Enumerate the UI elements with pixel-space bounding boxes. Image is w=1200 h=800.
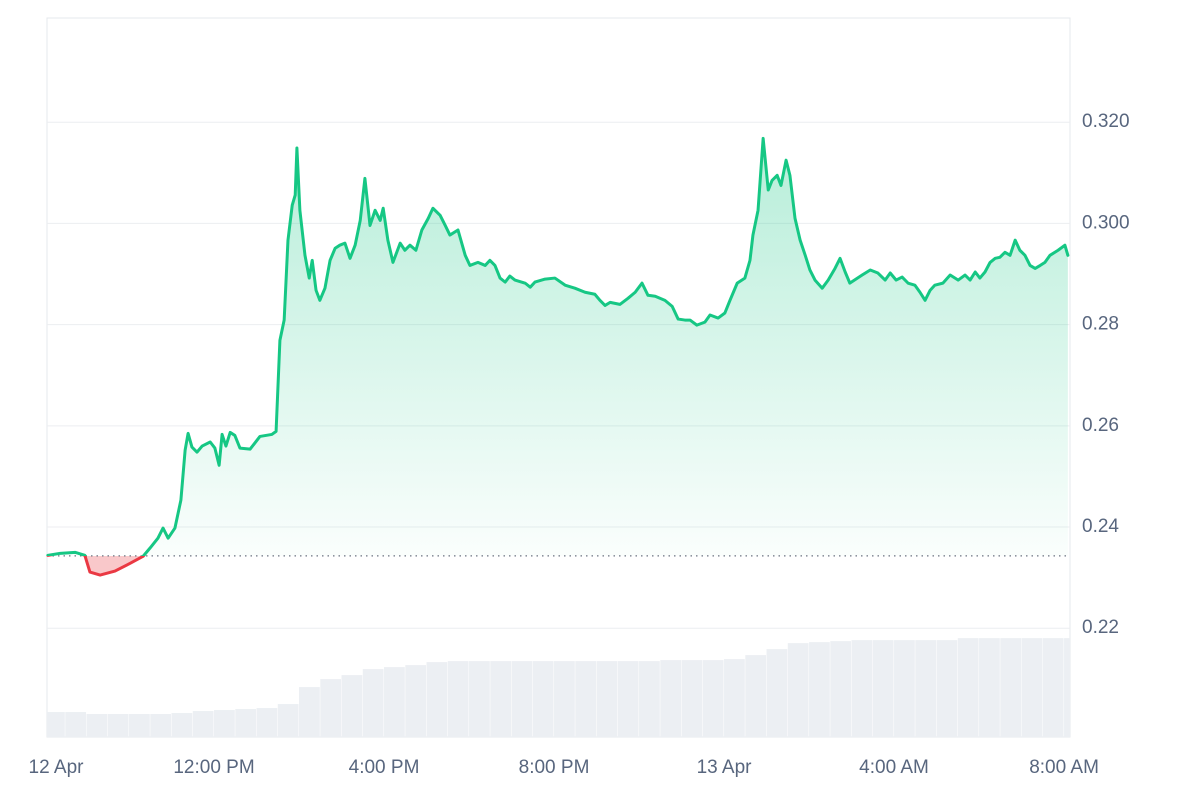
volume-bar bbox=[405, 665, 427, 737]
volume-bar bbox=[554, 661, 575, 737]
y-tick-label: 0.320 bbox=[1082, 111, 1130, 132]
volume-bar bbox=[809, 642, 830, 737]
volume-bar bbox=[745, 655, 767, 737]
volume-bar bbox=[299, 687, 320, 737]
volume-bar bbox=[681, 660, 703, 737]
volume-bar bbox=[171, 713, 193, 737]
volume-bar bbox=[830, 641, 852, 737]
y-tick-label: 0.300 bbox=[1082, 212, 1130, 233]
volume-bar bbox=[979, 638, 1000, 737]
volume-bar bbox=[787, 643, 809, 737]
volume-bar bbox=[129, 714, 150, 737]
volume-bar bbox=[107, 714, 129, 737]
volume-bar bbox=[915, 640, 937, 737]
x-tick-label: 8:00 AM bbox=[1029, 757, 1099, 778]
volume-bar bbox=[702, 660, 724, 737]
volume-bar bbox=[235, 709, 257, 737]
volume-bar bbox=[1000, 638, 1022, 737]
volume-bar bbox=[724, 659, 745, 737]
volume-bar bbox=[384, 667, 405, 737]
volume-bar bbox=[957, 638, 979, 737]
y-tick-label: 0.24 bbox=[1082, 516, 1119, 537]
x-tick-label: 12:00 PM bbox=[173, 757, 254, 778]
price-area bbox=[47, 138, 1068, 576]
volume-bar bbox=[575, 661, 597, 737]
volume-bar bbox=[426, 662, 448, 737]
volume-bar bbox=[532, 661, 554, 737]
volume-bar bbox=[1064, 638, 1070, 737]
volume-bar bbox=[86, 714, 108, 737]
volume-bar bbox=[341, 675, 363, 737]
volume-bar bbox=[766, 649, 788, 737]
price-line bbox=[46, 136, 1070, 577]
x-tick-label: 12 Apr bbox=[29, 757, 85, 778]
volume-bar bbox=[1021, 638, 1043, 737]
x-tick-label: 4:00 PM bbox=[349, 757, 420, 778]
volume-bar bbox=[214, 710, 235, 737]
volume-bar bbox=[1042, 638, 1064, 737]
volume-bar bbox=[872, 640, 894, 737]
volume-bar bbox=[936, 640, 958, 737]
volume-bar bbox=[192, 711, 214, 737]
volume-bar bbox=[851, 640, 873, 737]
volume-bar bbox=[65, 712, 87, 737]
volume-bar bbox=[511, 661, 533, 737]
volume-bar bbox=[277, 704, 299, 737]
volume-bar bbox=[320, 679, 342, 737]
volume-bar bbox=[617, 661, 639, 737]
volume-bar bbox=[660, 660, 682, 737]
y-tick-label: 0.22 bbox=[1082, 617, 1119, 638]
volume-bar bbox=[490, 661, 512, 737]
volume-bar bbox=[894, 640, 915, 737]
volume-bars bbox=[47, 638, 1070, 737]
volume-bar bbox=[256, 708, 278, 737]
volume-bar bbox=[447, 661, 469, 737]
y-tick-label: 0.28 bbox=[1082, 314, 1119, 335]
volume-bar bbox=[150, 714, 172, 737]
volume-bar bbox=[469, 661, 490, 737]
volume-bar bbox=[639, 661, 660, 737]
x-tick-label: 13 Apr bbox=[697, 757, 753, 778]
volume-bar bbox=[596, 661, 618, 737]
x-tick-label: 4:00 AM bbox=[859, 757, 929, 778]
volume-bar bbox=[47, 712, 65, 737]
volume-bar bbox=[362, 669, 384, 737]
y-tick-label: 0.26 bbox=[1082, 415, 1119, 436]
x-tick-label: 8:00 PM bbox=[519, 757, 590, 778]
